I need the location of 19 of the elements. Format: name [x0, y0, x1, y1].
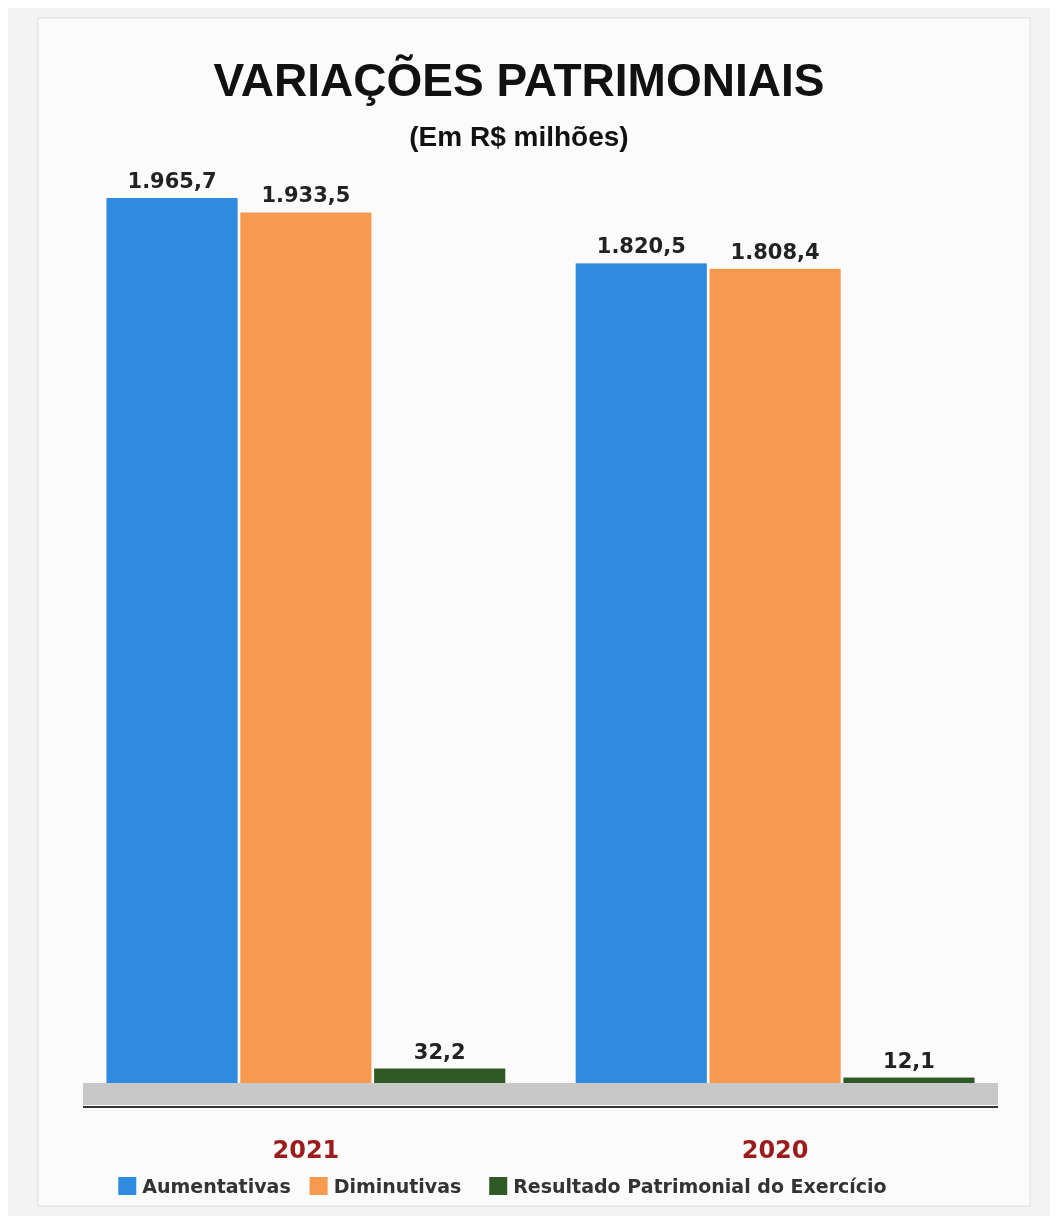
x-tick-label: 2021: [272, 1136, 340, 1164]
legend-label: Resultado Patrimonial do Exercício: [513, 1175, 887, 1197]
bar: [575, 263, 707, 1083]
legend-label: Aumentativas: [142, 1175, 291, 1197]
bar: [240, 212, 372, 1083]
chart-subtitle: (Em R$ milhões): [409, 121, 629, 152]
bar: [374, 1068, 506, 1083]
data-label: 1.933,5: [261, 183, 351, 208]
bar: [106, 198, 238, 1083]
bar: [709, 268, 841, 1083]
data-label: 1.808,4: [730, 239, 820, 264]
data-label: 1.965,7: [127, 169, 217, 193]
x-tick-label: 2020: [741, 1136, 809, 1164]
data-label: 12,1: [883, 1048, 935, 1073]
bar: [843, 1077, 975, 1083]
data-label: 32,2: [413, 1039, 466, 1064]
chart-title: VARIAÇÕES PATRIMONIAIS: [213, 54, 825, 106]
data-label: 1.820,5: [596, 234, 686, 259]
legend-label: Diminutivas: [333, 1175, 462, 1197]
